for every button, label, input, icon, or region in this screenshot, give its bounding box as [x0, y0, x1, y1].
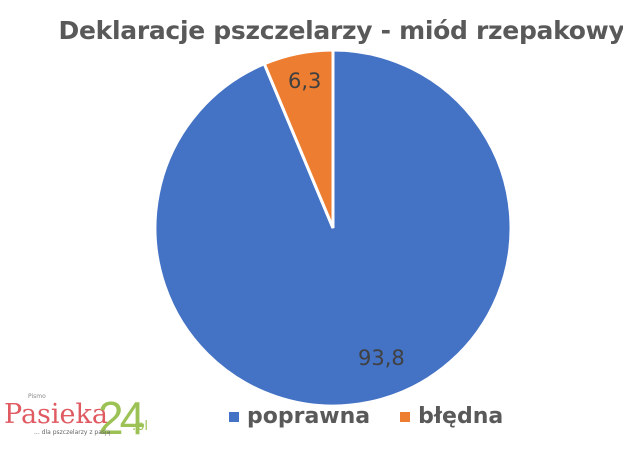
legend-item-poprawna: poprawna [229, 404, 370, 429]
data-label-bledna: 6,3 [288, 69, 322, 93]
legend: poprawna błędna [229, 404, 533, 429]
logo-name: Pasieka [4, 399, 108, 430]
data-label-poprawna: 93,8 [358, 346, 405, 370]
slice-bledna [262, 48, 335, 229]
logo-number: 24 [98, 392, 145, 444]
slice-poprawna [153, 48, 513, 408]
chart-title: Deklaracje pszczelarzy - miód rzepakowy [58, 16, 623, 45]
legend-swatch-icon [229, 411, 239, 422]
logo-tagline: ... dla pszczelarzy z pasją [34, 429, 111, 436]
logo-pismo: Pismo [28, 393, 46, 400]
legend-swatch-icon [400, 411, 411, 422]
legend-item-bledna: błędna [400, 404, 503, 429]
legend-label: błędna [418, 404, 504, 429]
legend-label: poprawna [247, 404, 371, 429]
pasieka24-logo: Pismo Pasieka 24 .pl ... dla pszczelarzy… [4, 392, 154, 445]
logo-domain: .pl [132, 419, 148, 434]
